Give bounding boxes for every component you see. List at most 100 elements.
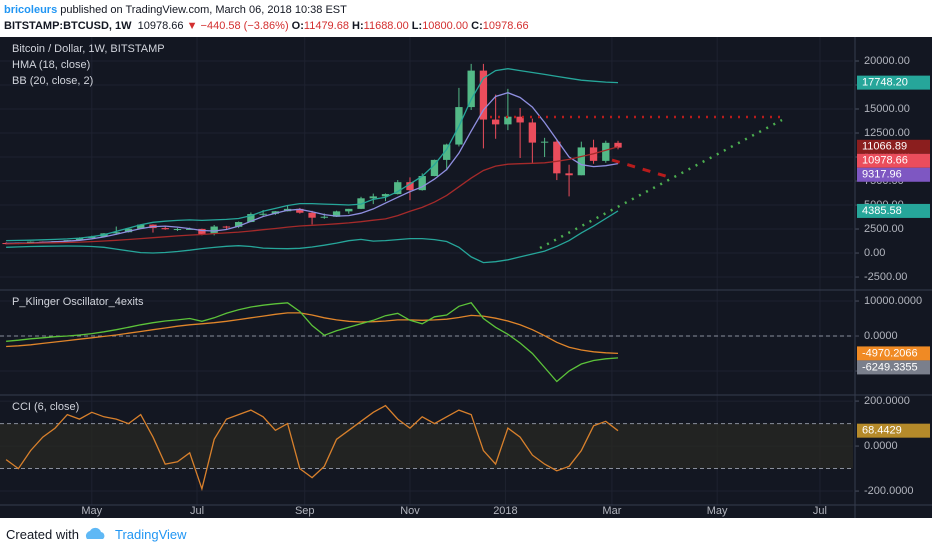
y-tick-label: 0.0000 bbox=[864, 330, 898, 342]
pane: -2500.000.002500.005000.007500.0010000.0… bbox=[0, 37, 930, 290]
series-layer bbox=[6, 302, 619, 383]
candle-body bbox=[320, 216, 328, 218]
price-label: 9317.96 bbox=[862, 169, 902, 181]
candle-body bbox=[479, 70, 488, 120]
candle-body bbox=[234, 222, 243, 227]
candle-body bbox=[516, 116, 524, 123]
x-tick-label: Nov bbox=[400, 505, 420, 517]
y-tick-label: 15000.00 bbox=[864, 103, 910, 115]
candle-body bbox=[430, 159, 439, 177]
price-label: -4970.2066 bbox=[862, 347, 918, 359]
candle-body bbox=[296, 208, 304, 213]
price-label-box bbox=[857, 360, 930, 375]
candle-body bbox=[271, 211, 280, 214]
candle-body bbox=[418, 176, 426, 191]
footer-text: Created with bbox=[6, 527, 79, 542]
published: published on TradingView.com, March 06, … bbox=[60, 4, 347, 16]
candle-body bbox=[565, 173, 573, 176]
series-line bbox=[6, 302, 619, 383]
price-label: 17748.20 bbox=[862, 77, 908, 89]
price-label-box bbox=[857, 423, 930, 438]
candle-body bbox=[467, 70, 475, 108]
candle-body bbox=[210, 226, 218, 234]
candle-body bbox=[161, 228, 169, 230]
candle-body bbox=[345, 208, 353, 212]
y-tick-label: -2500.00 bbox=[864, 271, 907, 283]
candle-body bbox=[222, 226, 231, 228]
candle-body bbox=[443, 144, 451, 160]
brand-logo bbox=[85, 527, 105, 539]
candle-body bbox=[308, 212, 316, 218]
candle-body bbox=[369, 196, 377, 199]
candle-body bbox=[75, 238, 84, 241]
y-tick-label: 0.0000 bbox=[864, 440, 898, 452]
candle-body bbox=[198, 228, 206, 234]
projection-line bbox=[611, 158, 673, 180]
candle-body bbox=[491, 119, 500, 125]
price-label-box bbox=[857, 346, 930, 361]
author[interactable]: bricoleurs bbox=[4, 4, 58, 16]
ohlc-value: 10978.66 bbox=[482, 20, 529, 32]
price-label: 4385.58 bbox=[862, 205, 902, 217]
price-label-box bbox=[857, 167, 930, 182]
level-band bbox=[0, 423, 853, 469]
series-line bbox=[6, 146, 619, 245]
x-tick-label: May bbox=[81, 505, 102, 517]
y-tick-label: 20000.00 bbox=[864, 55, 910, 67]
price-label-box bbox=[857, 153, 930, 168]
ohlc-value: 11688.00 bbox=[363, 20, 409, 32]
brand[interactable]: TradingView bbox=[114, 527, 187, 542]
price-label: -6249.3355 bbox=[862, 361, 918, 373]
candle-body bbox=[540, 141, 549, 143]
candle-body bbox=[406, 182, 414, 191]
price-label: 11066.89 bbox=[862, 141, 907, 153]
ohlc-key: L: bbox=[411, 20, 423, 32]
x-tick-label: 2018 bbox=[493, 505, 517, 517]
candle-body bbox=[247, 214, 255, 223]
candle-body bbox=[186, 228, 194, 230]
publish-line: bricoleurs published on TradingView.com,… bbox=[4, 2, 529, 18]
price-label-box bbox=[857, 203, 930, 218]
header: bricoleurs published on TradingView.com,… bbox=[4, 2, 529, 34]
candle-body bbox=[394, 182, 402, 195]
y-tick-label: -200.0000 bbox=[864, 485, 914, 497]
footer: Created with TradingView bbox=[6, 527, 187, 542]
candle-body bbox=[173, 229, 182, 231]
x-tick-label: Sep bbox=[295, 505, 315, 517]
candle-body bbox=[577, 147, 585, 176]
series-line bbox=[6, 68, 619, 242]
ohlc-key: O: bbox=[291, 20, 304, 32]
candle-body bbox=[332, 211, 341, 217]
series-layer bbox=[2, 63, 622, 264]
ohlc-value: 11479.68 bbox=[303, 20, 349, 32]
logo-cloud bbox=[85, 527, 105, 539]
price-label: 68.4429 bbox=[862, 425, 902, 437]
pane-title: CCI (6, close) bbox=[12, 401, 79, 413]
price-label-box bbox=[857, 139, 930, 154]
legend-entry: HMA (18, close) bbox=[12, 59, 90, 71]
y-tick-label: 10000.0000 bbox=[864, 295, 922, 307]
plot: -2500.000.002500.005000.007500.0010000.0… bbox=[0, 37, 930, 517]
legend-entry: BB (20, close, 2) bbox=[12, 75, 93, 87]
candle-body bbox=[26, 241, 35, 243]
y-tick-label: 12500.00 bbox=[864, 127, 910, 139]
y-tick-label: 0.00 bbox=[864, 247, 885, 259]
x-tick-label: May bbox=[707, 505, 728, 517]
y-tick-label: 2500.00 bbox=[864, 223, 904, 235]
x-tick-label: Jul bbox=[813, 505, 827, 517]
candle-body bbox=[602, 142, 610, 161]
pane: -200.0000 0.0000 200.0000 CCI (6, close) 68.… bbox=[0, 395, 930, 517]
candle-body bbox=[553, 141, 561, 174]
candle-body bbox=[381, 194, 390, 197]
ohlc-key: C: bbox=[471, 20, 483, 32]
symbol: BITSTAMP:BTCUSD, 1W bbox=[4, 20, 132, 32]
candle-body bbox=[614, 142, 622, 148]
series-line bbox=[5, 404, 619, 492]
x-tick-label: Jul bbox=[190, 505, 204, 517]
series-line bbox=[6, 312, 619, 355]
drawings bbox=[490, 115, 783, 250]
candle-body bbox=[528, 122, 537, 143]
